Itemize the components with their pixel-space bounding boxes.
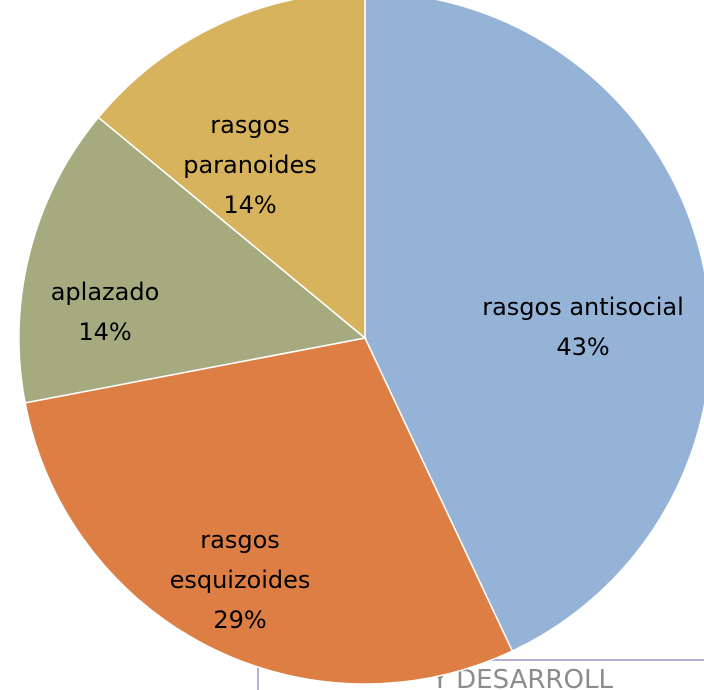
category-word: paranoides <box>183 151 317 179</box>
pie-slice <box>24 337 514 685</box>
slice-label: rasgos antisocial 43% <box>482 293 684 361</box>
category-name: rasgos antisocial <box>482 293 684 321</box>
slice-label: aplazado 14% <box>51 278 160 346</box>
category-name: aplazado <box>51 278 160 306</box>
category-word: rasgos <box>200 526 280 554</box>
category-word: esquizoides <box>170 566 311 594</box>
value-label: 29% <box>213 606 266 634</box>
pie-slice <box>364 0 704 653</box>
value-label: 43% <box>556 333 609 361</box>
value-label: 14% <box>223 191 276 219</box>
category-name: rasgos esquizoides <box>170 526 311 594</box>
category-word: rasgos <box>210 111 290 139</box>
slice-label: rasgos esquizoides 29% <box>170 526 311 634</box>
pie-slice <box>18 116 367 404</box>
category-name: rasgos paranoides <box>183 111 317 179</box>
slice-label: rasgos paranoides 14% <box>183 111 317 219</box>
value-label: 14% <box>78 318 131 346</box>
pie <box>18 0 704 685</box>
pie-slice <box>97 0 366 340</box>
